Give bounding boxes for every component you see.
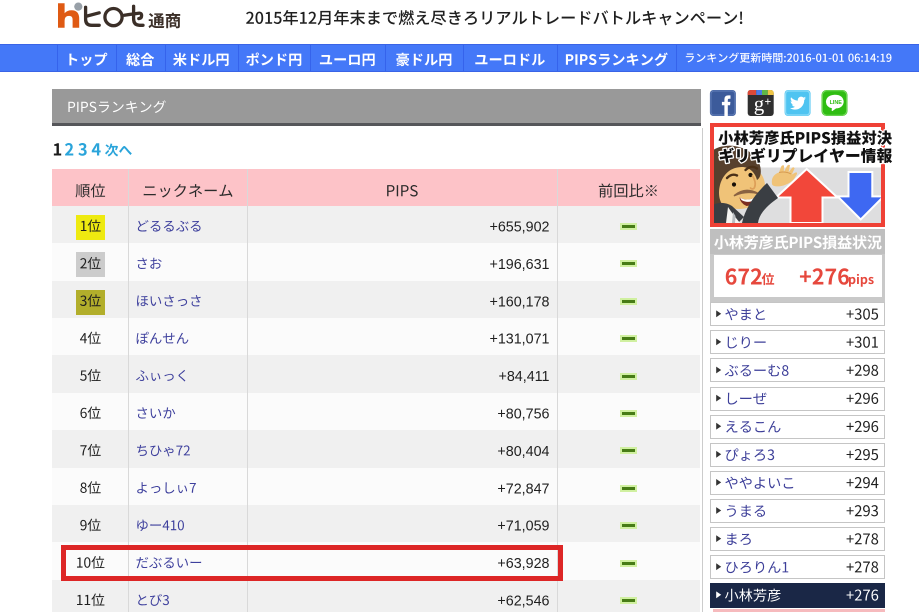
svg-text:+72,847: +72,847 [497, 481, 549, 497]
svg-text:+80,404: +80,404 [497, 444, 549, 460]
svg-text:+: + [765, 97, 772, 109]
svg-text:+160,178: +160,178 [489, 294, 549, 310]
svg-text:LINE: LINE [830, 100, 843, 106]
svg-text:+63,928: +63,928 [497, 556, 549, 572]
svg-text:+84,411: +84,411 [498, 369, 549, 385]
svg-text:+655,902: +655,902 [489, 220, 549, 236]
svg-text:+131,071: +131,071 [489, 332, 549, 348]
svg-text:+80,756: +80,756 [497, 407, 549, 423]
svg-text:+196,631: +196,631 [489, 257, 549, 273]
svg-text:+62,546: +62,546 [497, 594, 549, 610]
svg-text:+71,059: +71,059 [497, 519, 549, 535]
svg-text:g: g [754, 92, 765, 116]
